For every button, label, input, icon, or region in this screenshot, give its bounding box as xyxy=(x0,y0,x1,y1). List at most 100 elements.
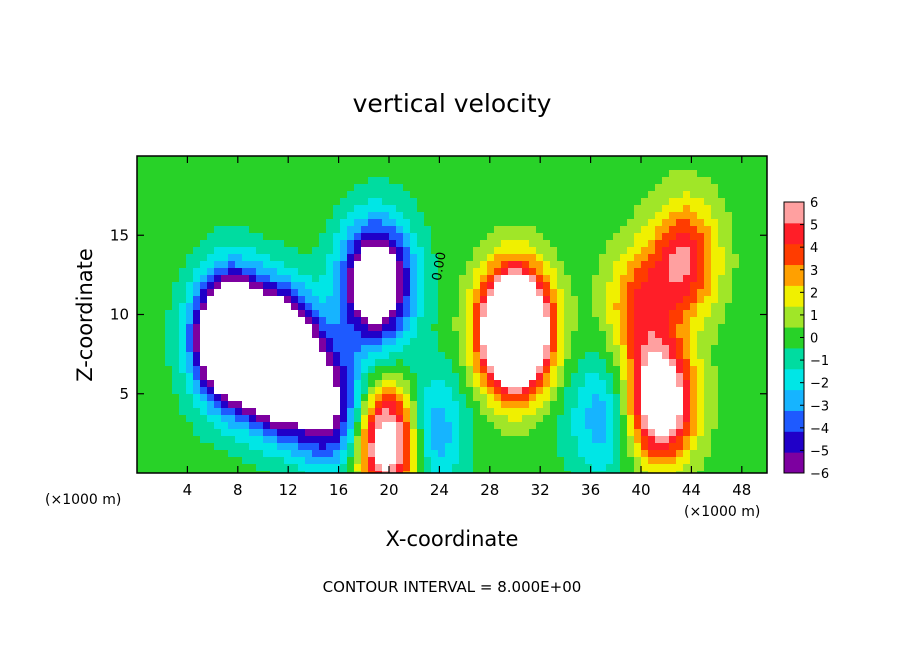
field-cell xyxy=(424,422,432,430)
field-cell xyxy=(179,366,187,374)
field-cell xyxy=(137,436,145,444)
field-cell xyxy=(704,296,712,304)
field-cell xyxy=(480,352,488,360)
field-cell xyxy=(375,471,383,473)
field-cell xyxy=(431,296,439,304)
field-cell xyxy=(620,457,628,465)
field-cell xyxy=(669,219,677,227)
field-cell xyxy=(564,429,572,437)
field-cell xyxy=(263,464,271,472)
field-cell xyxy=(508,352,516,360)
field-cell xyxy=(606,373,614,381)
field-cell xyxy=(739,198,747,206)
field-cell xyxy=(151,436,159,444)
field-cell xyxy=(256,191,264,199)
field-cell xyxy=(158,282,166,290)
field-cell xyxy=(718,184,726,192)
field-cell xyxy=(172,198,180,206)
field-cell xyxy=(459,247,467,255)
field-cell xyxy=(627,191,635,199)
field-cell xyxy=(522,254,530,262)
field-cell xyxy=(543,450,551,458)
field-cell xyxy=(550,219,558,227)
field-cell xyxy=(340,464,348,472)
field-cell xyxy=(396,156,404,164)
field-cell xyxy=(634,184,642,192)
field-cell xyxy=(606,464,614,472)
field-cell xyxy=(214,275,222,283)
field-cell xyxy=(368,310,376,318)
field-cell xyxy=(725,359,733,367)
field-cell xyxy=(431,226,439,234)
field-cell xyxy=(487,163,495,171)
field-cell xyxy=(592,310,600,318)
field-cell xyxy=(466,163,474,171)
field-cell xyxy=(606,254,614,262)
field-cell xyxy=(753,219,761,227)
field-cell xyxy=(704,247,712,255)
field-cell xyxy=(641,240,649,248)
field-cell xyxy=(326,387,334,395)
field-cell xyxy=(494,352,502,360)
field-cell xyxy=(410,156,418,164)
field-cell xyxy=(270,338,278,346)
field-cell xyxy=(697,282,705,290)
field-cell xyxy=(452,415,460,423)
field-cell xyxy=(543,394,551,402)
field-cell xyxy=(508,303,516,311)
field-cell xyxy=(179,233,187,241)
x-axis: 4 8 12 16 20 24 28 32 36 40 44 48 xyxy=(183,156,751,499)
field-cell xyxy=(739,289,747,297)
field-cell xyxy=(627,401,635,409)
field-cell xyxy=(669,366,677,374)
field-cell xyxy=(704,366,712,374)
field-cell xyxy=(291,191,299,199)
field-cell xyxy=(550,282,558,290)
field-cell xyxy=(417,177,425,185)
field-cell xyxy=(599,198,607,206)
field-cell xyxy=(200,394,208,402)
field-cell xyxy=(683,177,691,185)
field-cell xyxy=(732,219,740,227)
field-cell xyxy=(648,156,656,164)
field-cell xyxy=(711,254,719,262)
field-cell xyxy=(753,415,761,423)
field-cell xyxy=(557,429,565,437)
field-cell xyxy=(151,380,159,388)
field-cell xyxy=(249,317,257,325)
field-cell xyxy=(662,247,670,255)
field-cell xyxy=(424,219,432,227)
field-cell xyxy=(543,331,551,339)
field-cell xyxy=(396,191,404,199)
field-cell xyxy=(354,170,362,178)
field-cell xyxy=(186,366,194,374)
field-cell xyxy=(438,303,446,311)
field-cell xyxy=(263,380,271,388)
field-cell xyxy=(361,324,369,332)
field-cell xyxy=(333,282,341,290)
field-cell xyxy=(613,163,621,171)
field-cell xyxy=(361,205,369,213)
field-cell xyxy=(599,184,607,192)
field-cell xyxy=(424,296,432,304)
field-cell xyxy=(319,198,327,206)
field-cell xyxy=(725,177,733,185)
field-cell xyxy=(340,387,348,395)
field-cell xyxy=(291,275,299,283)
field-cell xyxy=(753,394,761,402)
field-cell xyxy=(270,415,278,423)
field-cell xyxy=(536,436,544,444)
field-cell xyxy=(200,331,208,339)
field-cell xyxy=(354,261,362,269)
field-cell xyxy=(564,457,572,465)
field-cell xyxy=(144,429,152,437)
field-cell xyxy=(746,268,754,276)
field-cell xyxy=(326,457,334,465)
field-cell xyxy=(662,163,670,171)
field-cell xyxy=(417,310,425,318)
field-cell xyxy=(494,233,502,241)
field-cell xyxy=(704,436,712,444)
field-cell xyxy=(641,331,649,339)
field-cell xyxy=(326,450,334,458)
field-cell xyxy=(347,408,355,416)
